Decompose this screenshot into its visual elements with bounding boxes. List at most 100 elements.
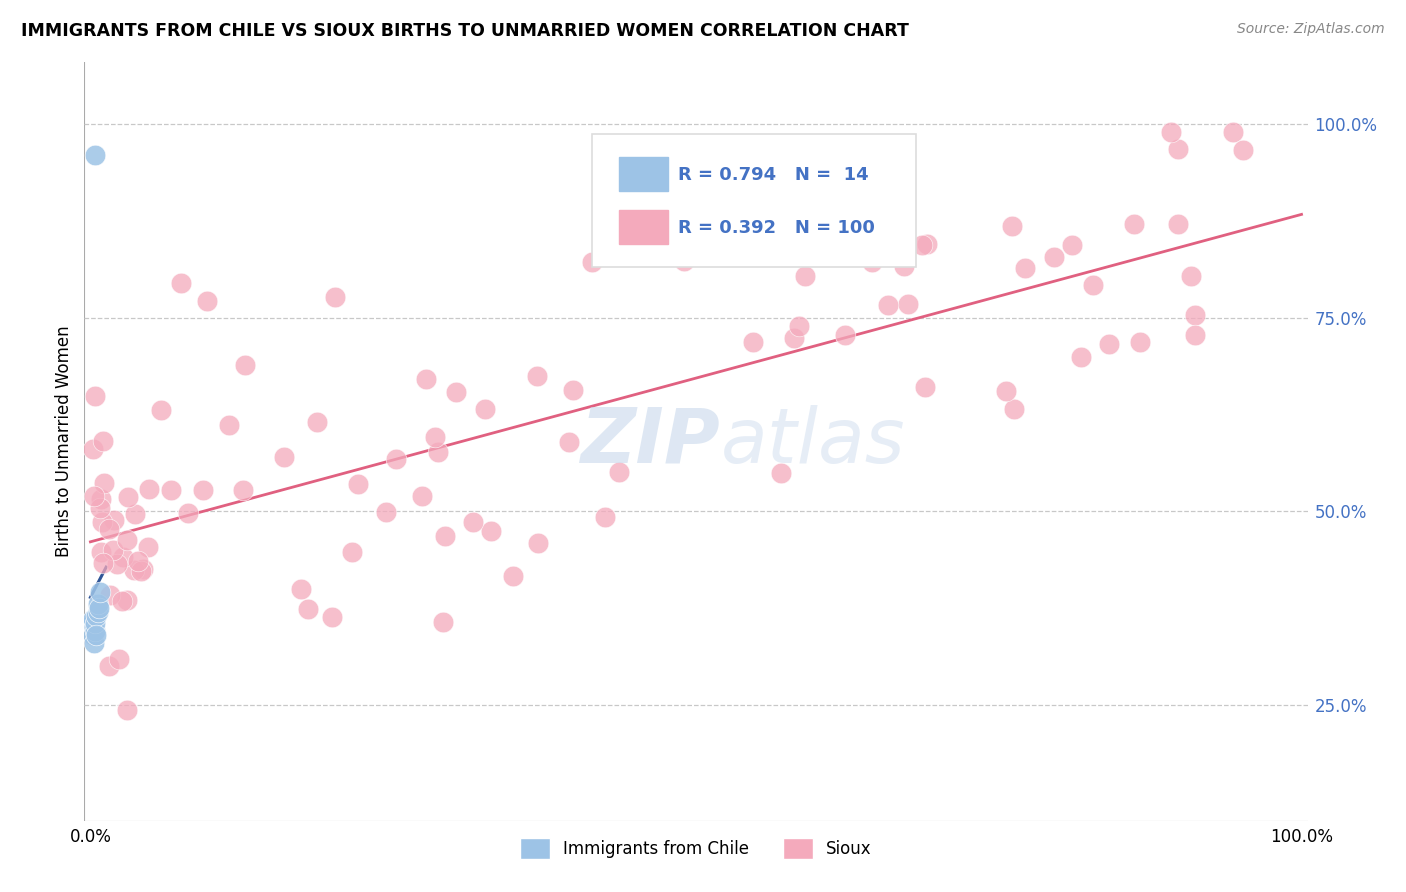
Point xyxy=(1222,125,1244,139)
Point xyxy=(89,585,111,599)
Point xyxy=(770,466,793,480)
Point xyxy=(82,612,104,626)
Text: IMMIGRANTS FROM CHILE VS SIOUX BIRTHS TO UNMARRIED WOMEN CORRELATION CHART: IMMIGRANTS FROM CHILE VS SIOUX BIRTHS TO… xyxy=(21,22,908,40)
Point xyxy=(527,535,550,549)
Point xyxy=(914,380,936,394)
Point xyxy=(305,415,328,429)
Text: R = 0.794   N =  14: R = 0.794 N = 14 xyxy=(678,166,869,184)
Point xyxy=(124,508,146,522)
Point xyxy=(83,620,105,634)
Point xyxy=(84,624,107,639)
Point xyxy=(789,318,811,333)
Point xyxy=(93,476,115,491)
Point xyxy=(89,500,111,515)
Point xyxy=(82,628,104,642)
Text: R = 0.392   N = 100: R = 0.392 N = 100 xyxy=(678,219,875,236)
Point xyxy=(273,450,295,464)
Point xyxy=(86,608,108,623)
Point xyxy=(794,269,817,284)
Point xyxy=(877,298,900,312)
Point xyxy=(1160,125,1182,139)
Point xyxy=(1167,218,1189,232)
Point xyxy=(177,506,200,520)
Point xyxy=(132,562,155,576)
Point xyxy=(502,568,524,582)
Point xyxy=(384,451,406,466)
Point xyxy=(1098,337,1121,351)
Point xyxy=(117,593,139,607)
Point xyxy=(1180,268,1202,283)
Text: atlas: atlas xyxy=(720,405,905,478)
Point xyxy=(834,328,856,343)
Point xyxy=(526,369,548,384)
Point xyxy=(321,609,343,624)
Point xyxy=(415,372,437,386)
Point xyxy=(1081,278,1104,293)
Point xyxy=(91,434,114,449)
FancyBboxPatch shape xyxy=(592,135,917,268)
Point xyxy=(581,255,603,269)
Point xyxy=(783,330,806,344)
Point xyxy=(111,593,134,607)
Point xyxy=(915,237,938,252)
Point xyxy=(84,148,107,162)
Point xyxy=(218,418,240,433)
FancyBboxPatch shape xyxy=(619,211,668,244)
Point xyxy=(87,600,110,615)
Point xyxy=(150,403,173,417)
Y-axis label: Births to Unmarried Women: Births to Unmarried Women xyxy=(55,326,73,558)
Point xyxy=(444,385,467,400)
Point xyxy=(290,582,312,596)
Point xyxy=(1129,335,1152,350)
Point xyxy=(97,658,120,673)
Point xyxy=(115,702,138,716)
Point xyxy=(84,389,107,403)
Point xyxy=(127,554,149,568)
Legend: Immigrants from Chile, Sioux: Immigrants from Chile, Sioux xyxy=(513,831,879,865)
Point xyxy=(1070,350,1092,364)
Point xyxy=(159,483,181,497)
Point xyxy=(432,615,454,630)
Point xyxy=(593,510,616,524)
Point xyxy=(83,636,105,650)
Point xyxy=(195,294,218,309)
Point xyxy=(232,483,254,497)
Point xyxy=(105,557,128,571)
Point xyxy=(607,465,630,479)
FancyBboxPatch shape xyxy=(619,157,668,191)
Point xyxy=(994,384,1017,398)
Point xyxy=(461,515,484,529)
Text: ZIP: ZIP xyxy=(581,405,720,478)
Point xyxy=(103,543,125,558)
Point xyxy=(347,476,370,491)
Point xyxy=(558,435,581,450)
Point xyxy=(90,491,112,506)
Point xyxy=(911,238,934,252)
Point xyxy=(80,616,103,631)
Point xyxy=(1014,261,1036,276)
Point xyxy=(340,545,363,559)
Point xyxy=(411,490,433,504)
Point xyxy=(86,605,108,619)
Point xyxy=(91,516,114,530)
Text: Source: ZipAtlas.com: Source: ZipAtlas.com xyxy=(1237,22,1385,37)
Point xyxy=(1167,142,1189,156)
Point xyxy=(742,334,765,349)
Point xyxy=(122,563,145,577)
Point xyxy=(427,445,450,459)
Point xyxy=(479,524,502,538)
Point xyxy=(1184,327,1206,342)
Point xyxy=(1000,219,1022,233)
Point xyxy=(323,290,346,304)
Point xyxy=(111,549,134,564)
Point xyxy=(136,541,159,555)
Point xyxy=(561,383,583,397)
Point xyxy=(83,489,105,503)
Point xyxy=(1002,402,1025,417)
Point xyxy=(93,556,115,570)
Point xyxy=(374,504,396,518)
Point xyxy=(103,513,125,527)
Point xyxy=(425,430,447,444)
Point xyxy=(191,483,214,497)
Point xyxy=(97,522,120,536)
